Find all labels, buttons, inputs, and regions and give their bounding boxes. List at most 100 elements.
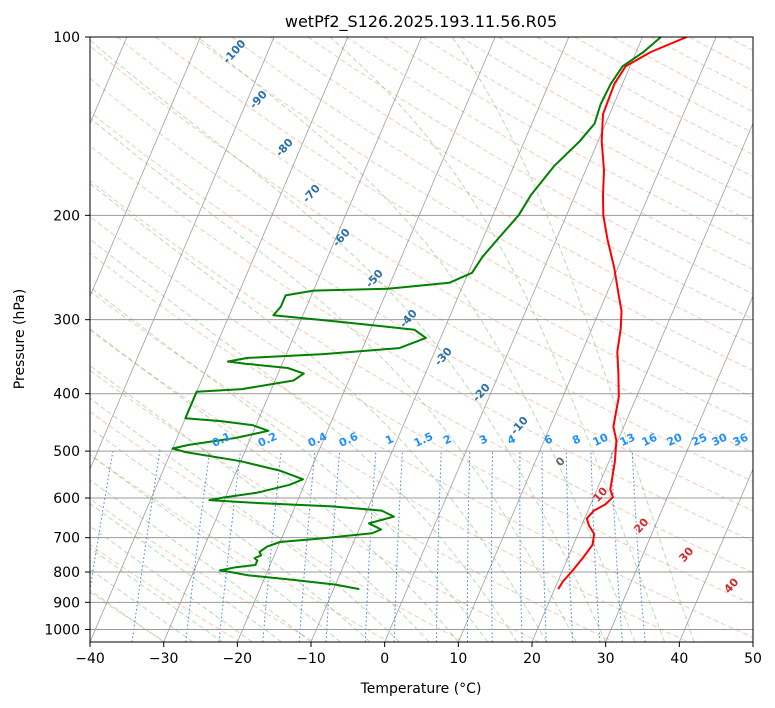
temperature-line xyxy=(557,37,688,590)
dry-adiabat-label: -90 xyxy=(247,88,270,112)
mixing-ratio-label: 25 xyxy=(690,431,709,449)
isotherm xyxy=(678,468,753,642)
y-tick-label: 800 xyxy=(53,565,80,581)
mixing-ratio-line xyxy=(262,451,282,642)
mixing-ratio-label: 30 xyxy=(710,431,730,449)
dry-adiabat-label: -50 xyxy=(363,267,386,291)
moist-adiabat xyxy=(90,117,577,642)
dry-adiabat xyxy=(90,215,753,606)
moist-adiabat xyxy=(197,37,636,642)
plot-frame xyxy=(89,36,754,643)
dry-adiabat-label: -80 xyxy=(273,136,296,160)
dry-adiabat xyxy=(766,37,775,642)
series-lines xyxy=(171,37,688,591)
dry-adiabat-label: -30 xyxy=(432,345,455,369)
dry-adiabat xyxy=(90,252,753,639)
moist-adiabat xyxy=(90,328,459,642)
x-tick-label: −10 xyxy=(296,651,326,667)
x-tick-label: 20 xyxy=(523,651,541,667)
mixing-ratio-label: 6 xyxy=(542,432,555,447)
mixing-ratio-label: 16 xyxy=(640,431,660,449)
mixing-ratio-line xyxy=(466,451,471,642)
moist-adiabat xyxy=(90,427,371,642)
isotherm xyxy=(236,37,496,642)
moist-adiabat xyxy=(90,238,518,642)
moist-adiabat xyxy=(90,479,312,642)
isotherm xyxy=(752,640,753,642)
mixing-ratio-label: 1.5 xyxy=(412,430,435,450)
dewpoint-line xyxy=(171,37,662,591)
mixing-ratio-label: 36 xyxy=(731,431,751,449)
x-tick-label: 30 xyxy=(597,651,615,667)
mixing-ratio-line xyxy=(185,451,211,642)
isotherm xyxy=(531,122,753,642)
dry-adiabat xyxy=(90,111,753,512)
dry-adiabat xyxy=(90,411,465,642)
mixing-ratio-label: 1 xyxy=(383,432,395,447)
x-tick-label: −30 xyxy=(149,651,179,667)
mixing-ratio-line xyxy=(90,451,114,593)
mixing-ratio-line xyxy=(631,451,646,642)
mixing-ratio-label: 3 xyxy=(477,432,489,447)
chart-title: wetPf2_S126.2025.193.11.56.R05 xyxy=(285,12,557,32)
mixing-ratio-label: 0.1 xyxy=(210,430,233,450)
moist-adiabat xyxy=(90,397,400,642)
x-axis-label: Temperature (°C) xyxy=(360,681,482,697)
moist-adiabat xyxy=(90,568,194,642)
dry-adiabat-label: 30 xyxy=(676,544,696,564)
moist-adiabat xyxy=(329,37,666,642)
dry-adiabat xyxy=(269,37,753,320)
y-tick-label: 1000 xyxy=(44,622,80,638)
moist-adiabat xyxy=(90,525,253,642)
moist-adiabat xyxy=(90,182,548,642)
y-tick-label: 100 xyxy=(53,30,80,46)
dry-adiabat xyxy=(90,498,315,642)
mixing-ratio-label: 8 xyxy=(570,432,582,447)
dry-adiabat xyxy=(90,369,540,642)
background-lines xyxy=(90,37,775,642)
dry-adiabat xyxy=(90,544,241,642)
isotherm xyxy=(90,37,275,471)
mixing-ratio-line xyxy=(218,451,241,642)
dry-adiabat xyxy=(90,180,753,573)
moist-adiabat xyxy=(90,502,282,642)
mixing-ratio-line xyxy=(364,451,377,642)
dry-adiabat-label: -100 xyxy=(220,37,248,66)
y-tick-label: 700 xyxy=(53,531,80,547)
mixing-ratio-line xyxy=(491,451,494,642)
y-tick-label: 500 xyxy=(53,444,80,460)
dry-adiabat xyxy=(536,37,753,156)
dry-adiabat xyxy=(155,37,753,398)
dry-adiabat-label: 40 xyxy=(721,575,741,595)
x-tick-label: 50 xyxy=(744,651,762,667)
y-tick-label: 900 xyxy=(53,595,80,611)
moist-adiabat xyxy=(451,37,695,642)
mixing-ratio-label: 0.4 xyxy=(306,430,329,450)
x-tick-label: −40 xyxy=(75,651,105,667)
y-tick-label: 600 xyxy=(53,491,80,507)
x-tick-label: 0 xyxy=(380,651,389,667)
dry-adiabat xyxy=(650,37,753,92)
x-tick-label: 10 xyxy=(449,651,467,667)
mixing-ratio-label: 0.6 xyxy=(337,430,360,450)
moist-adiabat xyxy=(90,364,430,642)
mixing-ratio-label: 13 xyxy=(618,431,637,449)
dry-adiabat-label: -20 xyxy=(470,381,493,405)
dry-adiabat xyxy=(460,37,753,200)
mixing-ratio-label: 10 xyxy=(591,431,611,449)
mixing-ratio-label: 20 xyxy=(665,431,685,449)
dry-adiabat xyxy=(90,77,753,482)
x-tick-label: 40 xyxy=(670,651,688,667)
isotherm xyxy=(90,37,349,642)
dry-adiabat xyxy=(345,37,753,270)
mixing-ratio-line xyxy=(519,451,523,642)
moist-adiabat xyxy=(90,454,341,642)
isotherm xyxy=(605,295,753,642)
y-tick-label: 200 xyxy=(53,208,80,224)
isotherm xyxy=(163,37,422,642)
x-axis: −40 −30 −20 −10 0 10 20 30 40 50 xyxy=(75,642,762,667)
isotherm xyxy=(90,37,201,298)
moist-adiabat xyxy=(90,286,489,642)
mixing-ratio-line xyxy=(565,451,574,642)
